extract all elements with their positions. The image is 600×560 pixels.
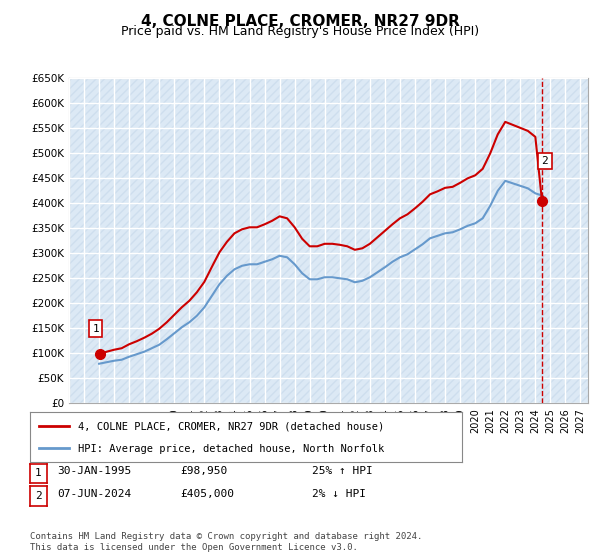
Bar: [227, 78, 235, 403]
Bar: [84, 78, 92, 403]
Bar: [355, 78, 362, 403]
Bar: [310, 78, 317, 403]
Bar: [92, 78, 99, 403]
Bar: [498, 78, 505, 403]
Bar: [144, 78, 152, 403]
Text: 4, COLNE PLACE, CROMER, NR27 9DR (detached house): 4, COLNE PLACE, CROMER, NR27 9DR (detach…: [77, 422, 384, 432]
Bar: [490, 78, 498, 403]
Bar: [257, 78, 265, 403]
Bar: [580, 78, 588, 403]
Bar: [452, 78, 460, 403]
Bar: [558, 78, 565, 403]
Bar: [362, 78, 370, 403]
Bar: [422, 78, 430, 403]
Text: 25% ↑ HPI: 25% ↑ HPI: [312, 466, 373, 477]
Bar: [370, 78, 377, 403]
Text: 2: 2: [35, 491, 42, 501]
Bar: [69, 78, 77, 403]
Bar: [565, 78, 573, 403]
Bar: [392, 78, 400, 403]
Bar: [535, 78, 543, 403]
Bar: [212, 78, 220, 403]
Bar: [430, 78, 437, 403]
Bar: [513, 78, 520, 403]
Bar: [159, 78, 167, 403]
Bar: [205, 78, 212, 403]
Bar: [265, 78, 272, 403]
Text: 2% ↓ HPI: 2% ↓ HPI: [312, 489, 366, 499]
Text: 07-JUN-2024: 07-JUN-2024: [57, 489, 131, 499]
Bar: [129, 78, 137, 403]
Text: 4, COLNE PLACE, CROMER, NR27 9DR: 4, COLNE PLACE, CROMER, NR27 9DR: [140, 14, 460, 29]
Bar: [340, 78, 347, 403]
Bar: [272, 78, 280, 403]
Bar: [347, 78, 355, 403]
Bar: [107, 78, 114, 403]
Bar: [302, 78, 310, 403]
Text: 1: 1: [92, 324, 99, 334]
Bar: [99, 78, 107, 403]
Bar: [325, 78, 332, 403]
Bar: [317, 78, 325, 403]
Bar: [220, 78, 227, 403]
Bar: [407, 78, 415, 403]
Bar: [137, 78, 144, 403]
Bar: [467, 78, 475, 403]
Bar: [543, 78, 550, 403]
Bar: [190, 78, 197, 403]
Bar: [167, 78, 175, 403]
Text: 1: 1: [35, 469, 42, 478]
Text: Price paid vs. HM Land Registry's House Price Index (HPI): Price paid vs. HM Land Registry's House …: [121, 25, 479, 38]
Bar: [332, 78, 340, 403]
Bar: [287, 78, 295, 403]
Bar: [475, 78, 482, 403]
Bar: [520, 78, 528, 403]
Bar: [250, 78, 257, 403]
Bar: [437, 78, 445, 403]
Bar: [77, 78, 84, 403]
Bar: [415, 78, 422, 403]
Bar: [295, 78, 302, 403]
Bar: [460, 78, 467, 403]
Bar: [573, 78, 580, 403]
Bar: [528, 78, 535, 403]
Bar: [505, 78, 513, 403]
Bar: [235, 78, 242, 403]
Bar: [445, 78, 452, 403]
Bar: [182, 78, 190, 403]
Bar: [400, 78, 407, 403]
Bar: [175, 78, 182, 403]
Bar: [377, 78, 385, 403]
Bar: [242, 78, 250, 403]
Bar: [482, 78, 490, 403]
Bar: [152, 78, 159, 403]
Bar: [114, 78, 122, 403]
Text: £98,950: £98,950: [180, 466, 227, 477]
Bar: [280, 78, 287, 403]
Text: Contains HM Land Registry data © Crown copyright and database right 2024.
This d: Contains HM Land Registry data © Crown c…: [30, 532, 422, 552]
Bar: [197, 78, 205, 403]
Text: £405,000: £405,000: [180, 489, 234, 499]
Bar: [122, 78, 129, 403]
Text: 2: 2: [542, 156, 548, 166]
Text: HPI: Average price, detached house, North Norfolk: HPI: Average price, detached house, Nort…: [77, 444, 384, 454]
Text: 30-JAN-1995: 30-JAN-1995: [57, 466, 131, 477]
Bar: [550, 78, 558, 403]
Bar: [385, 78, 392, 403]
